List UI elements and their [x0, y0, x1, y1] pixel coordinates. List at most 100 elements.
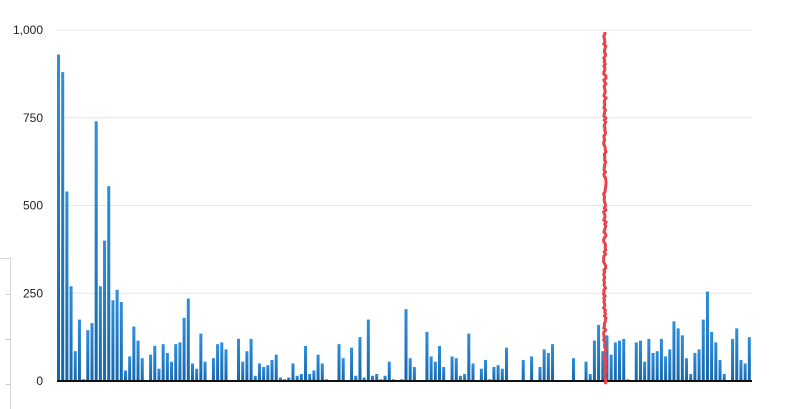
bar — [107, 186, 110, 381]
bar — [739, 360, 742, 381]
bar — [538, 367, 541, 381]
bar — [706, 292, 709, 382]
bar — [375, 374, 378, 381]
bar — [463, 374, 466, 381]
bar — [338, 344, 341, 381]
bar — [187, 299, 190, 381]
bar — [547, 353, 550, 381]
bar — [216, 344, 219, 381]
bar — [195, 369, 198, 381]
y-tick-label: 0 — [36, 374, 43, 388]
side-panel-tick — [6, 384, 10, 385]
bar — [484, 360, 487, 381]
bar — [668, 349, 671, 381]
bar — [178, 342, 181, 381]
bar — [689, 374, 692, 381]
bar — [65, 191, 68, 381]
bar — [710, 332, 713, 381]
bar — [321, 363, 324, 381]
bar — [714, 342, 717, 381]
gridlines — [57, 30, 752, 293]
bar — [597, 325, 600, 381]
bar — [413, 367, 416, 381]
bar — [174, 344, 177, 381]
bar — [471, 363, 474, 381]
bar — [434, 362, 437, 381]
bar — [442, 367, 445, 381]
bar — [672, 321, 675, 381]
bar — [350, 348, 353, 381]
bar — [656, 351, 659, 381]
bar — [643, 362, 646, 381]
bar — [622, 339, 625, 381]
bar — [74, 351, 77, 381]
bar — [731, 339, 734, 381]
bar — [157, 369, 160, 381]
bar — [585, 362, 588, 381]
bar — [266, 365, 269, 381]
bars — [57, 55, 751, 381]
bar — [342, 358, 345, 381]
bar — [698, 349, 701, 381]
bar — [735, 328, 738, 381]
side-panel-tick — [6, 294, 10, 295]
bar — [204, 362, 207, 381]
bar — [618, 341, 621, 381]
bar — [635, 342, 638, 381]
bar — [153, 346, 156, 381]
bar — [95, 121, 98, 381]
y-tick-label: 500 — [23, 199, 43, 213]
bar — [589, 374, 592, 381]
bar — [551, 344, 554, 381]
bar — [241, 362, 244, 381]
bar — [212, 358, 215, 381]
bar — [183, 318, 186, 381]
bar — [467, 334, 470, 381]
side-panel — [0, 258, 11, 409]
bar — [455, 358, 458, 381]
bar — [614, 342, 617, 381]
bar — [141, 358, 144, 381]
bar — [497, 365, 500, 381]
bar — [388, 362, 391, 381]
side-panel-tick — [6, 339, 10, 340]
bar — [170, 362, 173, 381]
bar — [237, 339, 240, 381]
bar — [647, 339, 650, 381]
bar — [275, 355, 278, 381]
bar — [664, 356, 667, 381]
bar — [719, 360, 722, 381]
bar — [245, 351, 248, 381]
bar — [90, 323, 93, 381]
bar — [57, 55, 60, 381]
bar — [312, 370, 315, 381]
bar — [367, 320, 370, 381]
bar — [660, 339, 663, 381]
bar — [61, 72, 64, 381]
bar — [317, 355, 320, 381]
bar — [409, 358, 412, 381]
bar — [103, 241, 106, 381]
threshold-marker — [604, 32, 607, 384]
bar — [137, 341, 140, 381]
bar — [451, 356, 454, 381]
bar — [430, 356, 433, 381]
bar — [308, 374, 311, 381]
bar — [300, 374, 303, 381]
bar — [70, 286, 73, 381]
bar — [501, 369, 504, 381]
bar — [86, 330, 89, 381]
bar — [191, 363, 194, 381]
bar — [271, 360, 274, 381]
bar — [425, 332, 428, 381]
bar — [723, 374, 726, 381]
bar — [199, 334, 202, 381]
bar — [111, 300, 114, 381]
bar — [250, 339, 253, 381]
y-tick-label: 1,000 — [13, 23, 43, 37]
bar — [610, 355, 613, 381]
y-tick-label: 750 — [23, 111, 43, 125]
bar — [162, 344, 165, 381]
bar — [258, 363, 261, 381]
